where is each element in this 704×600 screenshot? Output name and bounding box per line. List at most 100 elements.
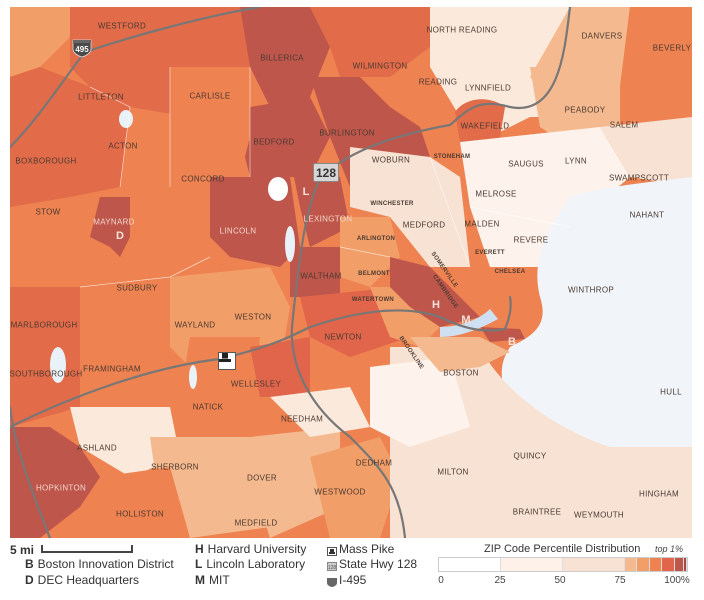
town-label-quincy: QUINCY xyxy=(513,451,547,461)
marker-l[interactable]: L xyxy=(302,186,310,198)
town-label-lynn: LYNN xyxy=(565,156,587,166)
town-label-saugus: SAUGUS xyxy=(508,159,544,169)
town-label-arlington: ARLINGTON xyxy=(356,236,396,242)
town-label-melrose: MELROSE xyxy=(475,189,517,199)
marker-b[interactable]: B xyxy=(508,336,516,348)
scale-label: 5 mi xyxy=(10,543,35,557)
town-label-medford: MEDFORD xyxy=(402,220,446,230)
town-label-danvers: DANVERS xyxy=(581,31,623,41)
i495-icon xyxy=(327,576,337,587)
town-label-milton: MILTON xyxy=(437,467,469,477)
town-label-hopkinton: HOPKINTON xyxy=(35,483,87,493)
town-label-woburn: WOBURN xyxy=(371,155,411,165)
town-label-chelsea: CHELSEA xyxy=(494,269,526,275)
town-label-holliston: HOLLISTON xyxy=(116,509,164,519)
scale-segment-50-75 xyxy=(563,558,625,571)
scale-segment-90-95 xyxy=(662,558,675,571)
town-label-swampscott: SWAMPSCOTT xyxy=(608,173,670,183)
town-label-malden: MALDEN xyxy=(464,219,500,229)
town-label-winchester: WINCHESTER xyxy=(370,201,414,207)
town-label-reading: READING xyxy=(418,77,458,87)
town-label-bedford: BEDFORD xyxy=(253,137,295,147)
town-label-dover: DOVER xyxy=(247,473,277,483)
town-label-lynnfield: LYNNFIELD xyxy=(464,83,512,93)
scale-tick: 50 xyxy=(554,575,566,586)
town-label-wilmington: WILMINGTON xyxy=(352,61,408,71)
town-label-marlborough: MARLBOROUGH xyxy=(10,320,78,330)
scale-tick: 25 xyxy=(494,575,506,586)
town-label-waltham: WALTHAM xyxy=(300,271,342,281)
town-label-salem: SALEM xyxy=(609,120,639,130)
i495-shield-icon: 495 xyxy=(72,39,92,58)
town-label-lincoln: LINCOLN xyxy=(219,226,257,236)
town-label-framingham: FRAMINGHAM xyxy=(83,364,141,374)
scale-segment-75-80 xyxy=(625,558,638,571)
scale-tick: 100% xyxy=(664,575,690,586)
town-label-carlisle: CARLISLE xyxy=(189,91,231,101)
town-label-winthrop: WINTHROP xyxy=(568,285,614,295)
marker-h[interactable]: H xyxy=(432,299,440,311)
map-regions xyxy=(10,7,692,538)
town-label-maynard: MAYNARD xyxy=(93,217,135,227)
town-label-beverly: BEVERLY xyxy=(652,43,692,53)
scale-bar xyxy=(41,545,133,553)
town-label-belmont: BELMONT xyxy=(358,271,390,277)
town-label-boxborough: BOXBOROUGH xyxy=(15,156,77,166)
town-label-boston: BOSTON xyxy=(443,368,479,378)
scale-segment-0-25 xyxy=(439,558,501,571)
town-label-north-reading: NORTH READING xyxy=(426,25,498,35)
percentile-color-scale xyxy=(438,557,688,572)
town-label-medfield: MEDFIELD xyxy=(234,518,278,528)
town-label-westford: WESTFORD xyxy=(97,21,147,31)
key-i495: I-495 xyxy=(327,573,366,587)
town-label-hingham: HINGHAM xyxy=(639,489,679,499)
key-boston-innovation-district: B Boston Innovation District xyxy=(25,557,174,571)
town-label-stow: STOW xyxy=(35,207,61,217)
choropleth-map[interactable]: WESTFORD BILLERICA WILMINGTON NORTH READING… xyxy=(10,7,692,538)
town-label-stoneham: STONEHAM xyxy=(433,154,471,160)
town-label-weymouth: WEYMOUTH xyxy=(574,510,624,520)
town-label-lexington: LEXINGTON xyxy=(303,214,353,224)
key-mit: M MIT xyxy=(195,573,230,587)
town-label-burlington: BURLINGTON xyxy=(319,128,375,138)
town-label-nahant: NAHANT xyxy=(629,210,665,220)
town-label-watertown: WATERTOWN xyxy=(351,297,395,303)
key-dec-headquarters: D DEC Headquarters xyxy=(25,573,140,587)
mass-pike-hat-icon xyxy=(218,352,236,370)
key-mass-pike: Mass Pike xyxy=(327,542,394,556)
town-label-southborough: SOUTHBOROUGH xyxy=(10,369,83,379)
scale-segment-25-50 xyxy=(501,558,563,571)
town-label-revere: REVERE xyxy=(513,235,549,245)
svg-text:128: 128 xyxy=(328,565,337,571)
scale-segment-85-90 xyxy=(649,558,663,571)
key-lincoln-laboratory: L Lincoln Laboratory xyxy=(195,557,306,571)
town-label-sherborn: SHERBORN xyxy=(151,462,199,472)
town-label-weston: WESTON xyxy=(234,312,272,322)
town-label-wellesley: WELLESLEY xyxy=(230,379,282,389)
scale-segment-80-85 xyxy=(637,558,650,571)
scale-segment-95-99 xyxy=(674,558,685,571)
town-label-dedham: DEDHAM xyxy=(355,458,393,468)
hwy-128-icon: 128 xyxy=(327,560,337,571)
marker-d[interactable]: D xyxy=(116,230,124,242)
marker-m[interactable]: M xyxy=(461,314,471,326)
town-label-concord: CONCORD xyxy=(181,174,225,184)
town-label-billerica: BILLERICA xyxy=(260,53,304,63)
town-label-everett: EVERETT xyxy=(475,250,505,256)
town-label-needham: NEEDHAM xyxy=(280,414,324,424)
town-label-newton: NEWTON xyxy=(324,332,362,342)
town-label-sudbury: SUDBURY xyxy=(116,283,158,293)
town-label-braintree: BRAINTREE xyxy=(512,507,562,517)
scale-segment-99-100 xyxy=(684,558,687,571)
town-label-hull: HULL xyxy=(660,387,682,397)
town-label-ashland: ASHLAND xyxy=(77,443,117,453)
town-label-acton: ACTON xyxy=(108,141,138,151)
distribution-top-label: top 1% xyxy=(655,544,684,554)
town-label-peabody: PEABODY xyxy=(564,105,606,115)
mass-pike-icon xyxy=(327,545,337,556)
town-label-wakefield: WAKEFIELD xyxy=(460,121,510,131)
town-label-westwood: WESTWOOD xyxy=(314,487,366,497)
town-label-wayland: WAYLAND xyxy=(174,320,216,330)
town-label-littleton: LITTLETON xyxy=(78,92,124,102)
distribution-title: ZIP Code Percentile Distribution xyxy=(484,543,641,555)
